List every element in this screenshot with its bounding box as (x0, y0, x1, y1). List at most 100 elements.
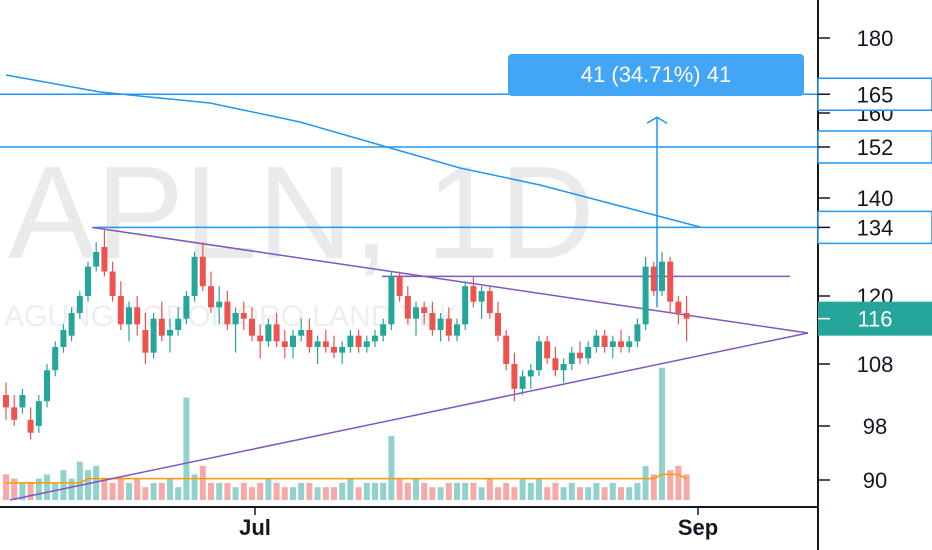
candle-body (609, 341, 616, 347)
volume-bar (527, 482, 534, 500)
candle-body (618, 341, 624, 347)
candle-body (527, 370, 534, 377)
candle-body (347, 335, 354, 347)
volume-bar (101, 478, 108, 500)
volume-bar (199, 465, 206, 500)
volume-bar (355, 487, 362, 500)
candle-body (404, 296, 411, 319)
candle-body (167, 330, 173, 336)
candle-body (240, 313, 247, 319)
price-badges: 165 152 134 116 (817, 77, 932, 336)
volume-bar (76, 461, 83, 500)
volume-bar (314, 487, 321, 500)
time-axis: Jul Sep (239, 507, 718, 540)
volume-bar (618, 487, 624, 500)
lower-trendline (9, 332, 809, 501)
volume-bar (495, 487, 501, 500)
volume-bar (363, 482, 370, 500)
candle-body (117, 296, 124, 325)
candle-body (429, 313, 436, 330)
candle-body (536, 341, 542, 371)
volume-bar (134, 478, 141, 500)
volume-bar (519, 478, 526, 500)
volume-bar (478, 487, 485, 500)
candle-body (216, 301, 223, 308)
volume-bar (85, 470, 91, 500)
candle-body (626, 341, 633, 347)
candle-body (462, 286, 469, 325)
volume-bar (273, 482, 280, 500)
volume-bar (167, 478, 173, 500)
candle-body (314, 341, 321, 347)
candle-body (281, 341, 288, 347)
volume-bar (462, 482, 469, 500)
candle-body (388, 276, 395, 325)
candle-body (265, 324, 272, 342)
volume-bar (503, 482, 510, 500)
volume-bar (3, 474, 9, 500)
price-tick-label: 98 (863, 414, 887, 439)
candle-body (470, 286, 477, 302)
candle-body (85, 266, 91, 296)
candle-body (199, 256, 206, 287)
volume-bar (208, 482, 214, 500)
volume-bar (216, 482, 223, 500)
candle-body (298, 330, 305, 336)
last-price-text: 116 (857, 307, 892, 332)
volume-bar (429, 487, 436, 500)
candle-body (339, 347, 346, 353)
candle-body (142, 330, 149, 353)
volume-bar (150, 482, 157, 500)
volume-bar (257, 482, 264, 500)
candle-body (150, 318, 157, 353)
candle-body (68, 313, 75, 336)
candle-body (380, 324, 387, 336)
volume-bar (331, 487, 337, 500)
volume-bar (634, 482, 641, 500)
candle-body (511, 364, 518, 389)
volume-bar (380, 482, 387, 500)
volume-bar (396, 478, 403, 500)
candle-body (560, 364, 567, 371)
volume-bar (158, 482, 165, 500)
volume-bar (577, 487, 583, 500)
volume-bar (191, 474, 198, 500)
candle-body (396, 276, 403, 296)
level-badge-text: 152 (857, 135, 894, 160)
price-projection: 41 (34.71%) 41 (508, 54, 804, 308)
volume-bar (609, 482, 616, 500)
volume-bar (593, 482, 600, 500)
candle-body (101, 247, 108, 272)
volume-moving-average-line (6, 473, 687, 484)
candle-body (683, 313, 690, 319)
volume-bar (568, 482, 575, 500)
volume-bar (347, 478, 354, 500)
candle-body (355, 335, 362, 347)
volume-bar (339, 482, 346, 500)
volume-bar (265, 478, 272, 500)
candle-body (322, 341, 329, 347)
volume-bar (544, 487, 551, 500)
candle-body (158, 318, 165, 336)
candle-body (109, 271, 116, 296)
candle-body (19, 395, 26, 408)
volume-bar (306, 482, 313, 500)
volume-bar (68, 478, 75, 500)
candle-body (659, 261, 665, 292)
candle-body (232, 313, 239, 325)
date-tick-label: Sep (678, 515, 718, 540)
price-tick-label: 180 (857, 26, 894, 51)
candle-body (257, 335, 264, 342)
candle-body (478, 291, 485, 302)
volume-bar (281, 487, 288, 500)
candle-body (191, 256, 198, 296)
volume-bar (290, 487, 296, 500)
volume-bar (11, 478, 18, 500)
candle-body (93, 251, 100, 267)
volume-bar (601, 487, 608, 500)
candle-body (642, 266, 649, 325)
volume-bar (659, 367, 665, 500)
candle-body (634, 324, 641, 342)
volume-bar (240, 482, 247, 500)
